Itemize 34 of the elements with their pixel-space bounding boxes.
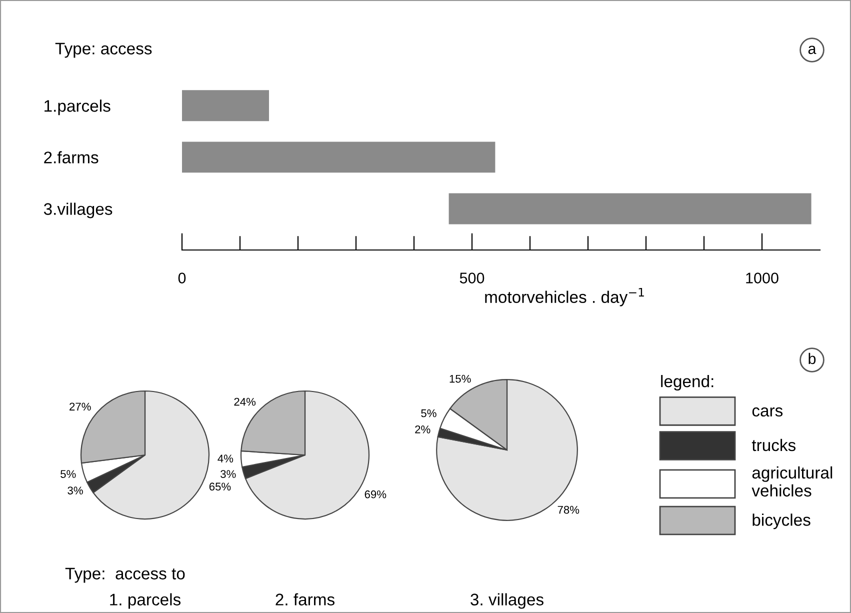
data-label: 15% (450, 374, 471, 383)
data-label: 5% (60, 470, 76, 478)
text: Type: access to (65, 568, 185, 583)
data-label: 69% (364, 490, 386, 498)
chart-title: Type: access (55, 42, 152, 58)
data-label: 3% (220, 470, 236, 478)
data-label: 78% (558, 506, 580, 514)
bar (182, 142, 496, 173)
text: 3. villages (470, 593, 544, 609)
text: a (808, 46, 816, 54)
data-label: 27% (70, 402, 91, 411)
legend-title: legend: (661, 375, 714, 391)
text: b (808, 352, 816, 364)
text: 2. farms (276, 593, 334, 606)
legend-label: trucks (752, 438, 796, 452)
data-label: 2% (415, 426, 430, 434)
bar (448, 193, 812, 224)
y-tick-label: 3.villages (44, 202, 112, 218)
x-axis-title: motorvehicles . day$^{−1}$ (485, 288, 644, 306)
legend-label: bicycles (752, 514, 810, 530)
x-tick-label: 1000 (746, 272, 778, 284)
data-label: 4% (218, 454, 234, 462)
data-label: 65% (209, 482, 231, 491)
text: 1. parcels (110, 593, 181, 609)
data-label: 24% (234, 398, 256, 406)
bar (182, 90, 269, 122)
x-tick-label: 0 (178, 272, 186, 284)
data-label: 5% (421, 409, 436, 418)
y-tick-label: 1.parcels (44, 100, 110, 116)
data-label: 3% (68, 486, 83, 494)
x-tick-label: 500 (460, 272, 484, 284)
legend-label: agricultural vehicles (752, 466, 832, 497)
legend-label: cars (752, 407, 783, 417)
y-tick-label: 2.farms (44, 151, 98, 164)
